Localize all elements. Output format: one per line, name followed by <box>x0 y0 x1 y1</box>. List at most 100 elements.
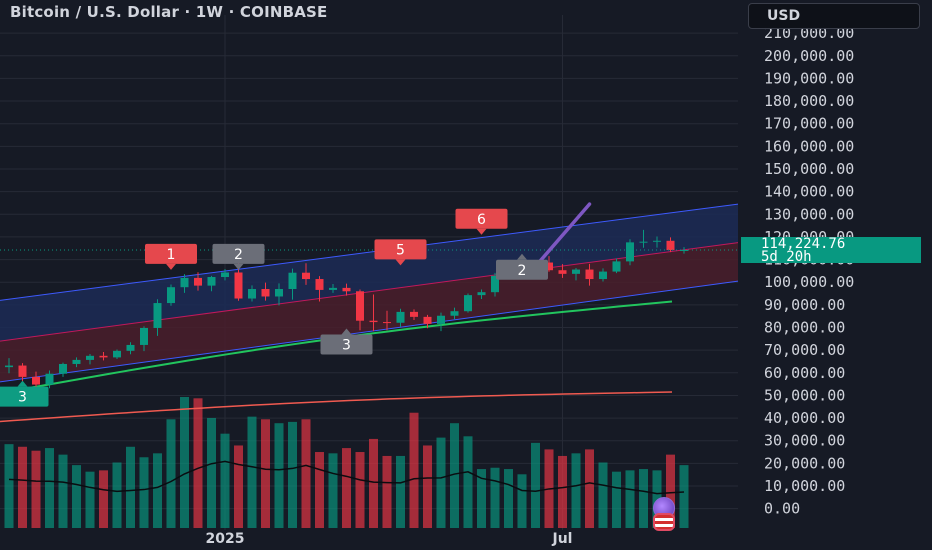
currency-button[interactable]: USD <box>748 3 920 29</box>
volume-bar <box>531 442 540 528</box>
volume-bar <box>207 417 216 528</box>
y-tick-label: 20,000.00 <box>764 454 845 472</box>
volume-bar <box>4 444 14 528</box>
wave-count-bubble <box>320 334 373 355</box>
y-tick-label: 130,000.00 <box>764 205 854 223</box>
wave-count-pointer <box>395 259 406 266</box>
volume-bar <box>247 416 257 528</box>
candle-body <box>315 279 324 290</box>
x-axis-label-jul: Jul <box>552 531 573 547</box>
candle-body <box>180 277 189 288</box>
volume-bar <box>126 446 135 528</box>
candle-body <box>626 242 634 262</box>
candle-body <box>599 271 607 280</box>
wave-count-text: 3 <box>342 337 351 353</box>
wave-count-pointer <box>476 228 487 235</box>
candle-body <box>207 277 216 286</box>
volume-bar <box>558 455 567 528</box>
candle-body <box>437 315 445 324</box>
candle-body <box>491 275 499 293</box>
volume-bar <box>85 471 95 528</box>
candle-body <box>45 373 54 385</box>
volume-bar <box>153 453 162 528</box>
volume-bar <box>517 474 527 528</box>
wave-count-text: 1 <box>167 247 176 263</box>
y-tick-label: 60,000.00 <box>764 364 845 382</box>
candle-body <box>369 320 378 323</box>
channel-lower-line <box>0 280 739 383</box>
wave-count-text: 5 <box>396 242 405 258</box>
wave-count-pointer <box>166 263 176 270</box>
volume-bar <box>679 465 689 528</box>
bar-countdown: 5d 20h <box>761 249 812 265</box>
volume-bar <box>58 454 68 528</box>
volume-bar <box>139 457 149 528</box>
volume-bar <box>315 452 324 528</box>
candle-body <box>545 262 553 271</box>
wave-count-label[interactable]: 5 <box>374 239 427 266</box>
volume-bar <box>571 453 581 528</box>
wave-count-bubble <box>212 243 265 264</box>
wave-count-pointer <box>341 328 352 335</box>
candle-body <box>572 269 580 274</box>
candle-body <box>275 289 283 297</box>
y-tick-label: 160,000.00 <box>764 137 854 155</box>
wave-count-bubble <box>374 239 427 260</box>
wave-count-text: 2 <box>234 247 243 263</box>
candle-body <box>329 287 337 290</box>
wave-count-label[interactable]: 2 <box>212 243 265 270</box>
volume-bar <box>585 449 594 528</box>
wave-count-pointer <box>17 380 28 387</box>
volume-bar <box>99 470 108 528</box>
channel-upper-line <box>0 203 739 301</box>
wave-count-text: 6 <box>477 212 486 228</box>
wave-count-label[interactable]: 3 <box>0 380 49 407</box>
wave-count-label[interactable]: 6 <box>455 208 508 235</box>
volume-bar <box>328 453 338 528</box>
candle-body <box>32 376 40 385</box>
volume-bar <box>45 448 54 528</box>
wave-count-bubble <box>0 386 49 407</box>
candle-body <box>464 295 472 312</box>
volume-bar <box>301 419 311 528</box>
volume-bar <box>625 470 635 528</box>
us-flag-icon[interactable] <box>653 513 675 531</box>
candle-body <box>18 365 27 377</box>
wave-count-label[interactable]: 2 <box>496 253 548 280</box>
candle-body <box>99 355 108 358</box>
y-tick-label: 90,000.00 <box>764 296 845 314</box>
wave-count-pointer <box>517 253 527 260</box>
volume-bar <box>234 445 243 528</box>
volume-bar <box>450 423 459 528</box>
channel-lower-zone <box>0 242 738 382</box>
volume-bar <box>355 452 365 528</box>
wave-count-pointer <box>233 263 244 270</box>
candle-body <box>59 363 67 374</box>
y-tick-label: 140,000.00 <box>764 183 854 201</box>
volume-bar <box>112 462 122 528</box>
symbol-title[interactable]: Bitcoin / U.S. Dollar · 1W · COINBASE <box>10 3 328 21</box>
moving-average-red <box>0 391 673 423</box>
candle-body <box>612 261 621 272</box>
volume-bar <box>463 436 473 528</box>
volume-bar <box>666 454 675 528</box>
channel-upper-zone <box>0 204 738 342</box>
x-axis-label-2025: 2025 <box>205 531 245 547</box>
candle-body <box>342 287 351 292</box>
candle-body <box>153 303 162 328</box>
y-tick-label: 70,000.00 <box>764 341 845 359</box>
volume-bar <box>369 438 378 528</box>
candle-body <box>653 240 661 242</box>
y-tick-label: 80,000.00 <box>764 319 845 337</box>
volume-bar <box>504 469 513 528</box>
wave-count-label[interactable]: 1 <box>145 243 197 270</box>
volume-moving-average <box>8 460 685 495</box>
volume-bar <box>261 419 270 528</box>
volume-bar <box>220 433 230 528</box>
wave-count-label[interactable]: 3 <box>320 328 373 355</box>
volume-bar <box>193 398 203 528</box>
candle-body <box>113 350 121 358</box>
volume-bar <box>31 450 41 528</box>
